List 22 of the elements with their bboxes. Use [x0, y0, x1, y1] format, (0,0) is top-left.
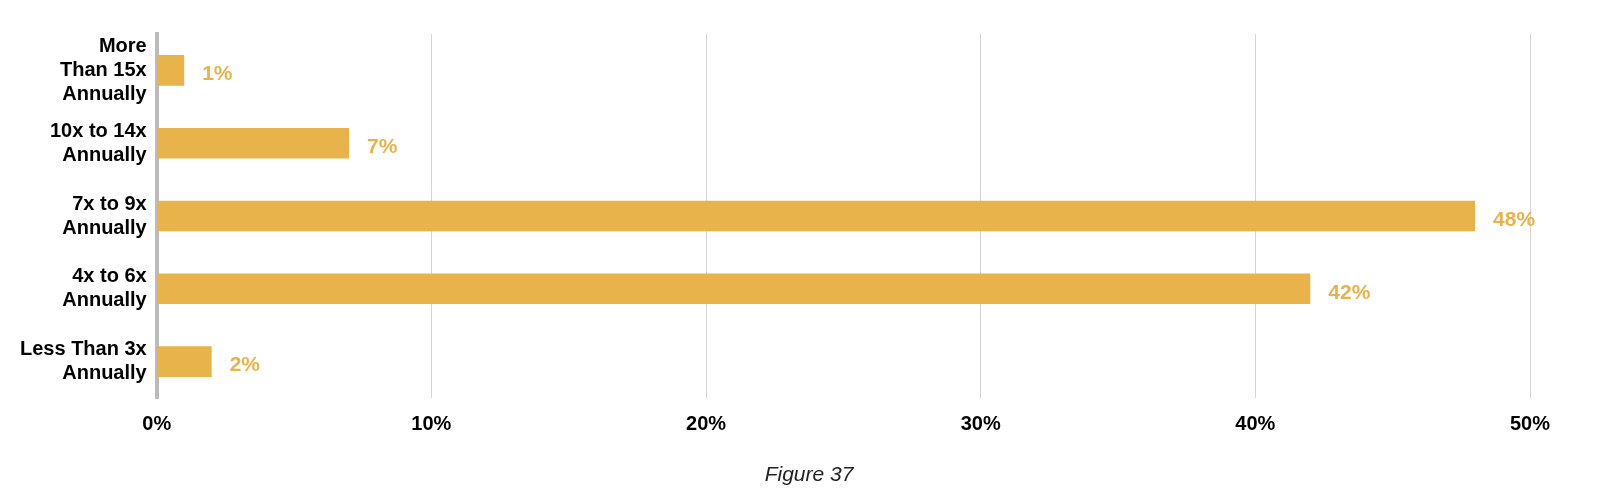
- x-tick-label: 0%: [142, 411, 172, 434]
- data-label: 2%: [229, 352, 261, 376]
- y-tick-label: 4x to 6x Annually: [62, 264, 148, 311]
- data-label: 1%: [202, 61, 233, 85]
- y-tick-label: Less Than 3x Annually: [20, 337, 148, 384]
- y-tick-label: 10x to 14x Annually: [49, 118, 148, 165]
- data-label: 48%: [1493, 206, 1536, 230]
- bar: [157, 273, 1311, 305]
- y-tick-label: More Than 15x Annually: [60, 33, 148, 104]
- x-tick-label: 40%: [1235, 411, 1276, 434]
- x-tick-label: 10%: [411, 411, 452, 434]
- bar: [157, 127, 349, 159]
- x-tick-label: 20%: [686, 411, 727, 434]
- x-tick-label: 50%: [1509, 411, 1551, 434]
- bar: [157, 55, 185, 86]
- bar: [157, 200, 1476, 232]
- data-label: 7%: [366, 134, 398, 157]
- y-tick-label: 7x to 9x Annually: [62, 191, 148, 238]
- data-label: 42%: [1328, 279, 1371, 303]
- bar: [157, 346, 212, 377]
- x-tick-label: 30%: [960, 411, 1001, 434]
- caption: Figure 37: [763, 462, 855, 486]
